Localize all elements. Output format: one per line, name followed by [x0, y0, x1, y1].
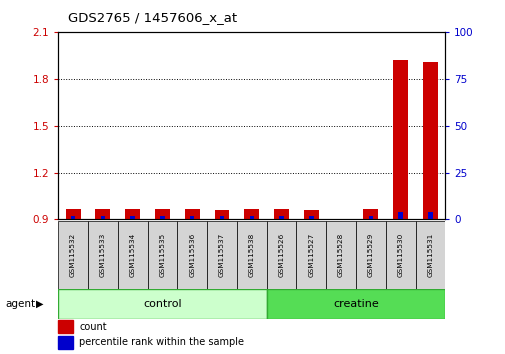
Bar	[58, 289, 266, 319]
Text: creatine: creatine	[332, 298, 378, 309]
Bar	[219, 216, 224, 219]
Bar	[125, 209, 140, 219]
Text: GSM115538: GSM115538	[248, 233, 254, 277]
Bar	[207, 221, 236, 289]
Text: GSM115531: GSM115531	[427, 233, 433, 277]
Bar	[368, 216, 372, 219]
Bar	[58, 336, 73, 349]
Text: GSM115533: GSM115533	[99, 233, 106, 277]
Bar	[160, 216, 164, 219]
Bar	[214, 210, 229, 219]
Bar	[249, 216, 254, 219]
Text: percentile rank within the sample: percentile rank within the sample	[79, 337, 244, 348]
Bar	[326, 221, 355, 289]
Text: GSM115536: GSM115536	[189, 233, 195, 277]
Bar	[385, 221, 415, 289]
Bar	[71, 216, 75, 219]
Text: agent: agent	[5, 299, 35, 309]
Bar	[266, 221, 296, 289]
Bar	[236, 221, 266, 289]
Bar	[422, 62, 437, 219]
Bar	[88, 221, 118, 289]
Bar	[189, 216, 194, 219]
Bar	[184, 209, 199, 219]
Bar	[274, 209, 288, 219]
Text: GSM115532: GSM115532	[70, 233, 76, 277]
Text: GSM115537: GSM115537	[219, 233, 225, 277]
Bar	[397, 212, 402, 219]
Bar	[309, 216, 313, 219]
Bar	[296, 221, 326, 289]
Bar	[355, 221, 385, 289]
Bar	[95, 209, 110, 219]
Bar	[58, 320, 73, 333]
Bar	[392, 60, 407, 219]
Bar	[58, 221, 88, 289]
Bar	[303, 210, 318, 219]
Text: GSM115526: GSM115526	[278, 233, 284, 277]
Bar	[266, 289, 444, 319]
Text: ▶: ▶	[36, 299, 44, 309]
Bar	[415, 221, 444, 289]
Bar	[427, 212, 432, 219]
Text: GDS2765 / 1457606_x_at: GDS2765 / 1457606_x_at	[68, 11, 237, 24]
Text: GSM115534: GSM115534	[129, 233, 135, 277]
Bar	[244, 209, 259, 219]
Text: GSM115528: GSM115528	[337, 233, 343, 277]
Bar	[279, 216, 283, 219]
Bar	[130, 216, 135, 219]
Text: GSM115535: GSM115535	[159, 233, 165, 277]
Text: GSM115529: GSM115529	[367, 233, 373, 277]
Bar	[118, 221, 147, 289]
Text: GSM115530: GSM115530	[397, 233, 403, 277]
Text: GSM115527: GSM115527	[308, 233, 314, 277]
Bar	[66, 209, 80, 219]
Bar	[100, 216, 105, 219]
Bar	[155, 209, 170, 219]
Bar	[177, 221, 207, 289]
Bar	[147, 221, 177, 289]
Text: count: count	[79, 321, 107, 332]
Text: control: control	[143, 298, 181, 309]
Bar	[363, 209, 378, 219]
